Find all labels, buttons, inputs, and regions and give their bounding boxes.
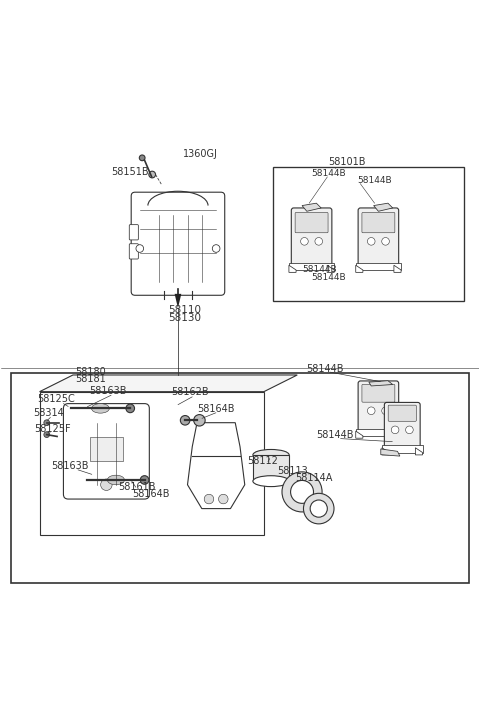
Text: 58314: 58314 xyxy=(34,407,64,418)
Text: 58125C: 58125C xyxy=(37,395,75,404)
Polygon shape xyxy=(381,449,400,456)
Text: 58144B: 58144B xyxy=(316,431,354,440)
Circle shape xyxy=(367,407,375,414)
Text: 58113: 58113 xyxy=(277,466,308,476)
FancyBboxPatch shape xyxy=(358,208,399,265)
Circle shape xyxy=(212,245,220,252)
Text: 58144B: 58144B xyxy=(302,265,336,274)
Text: 58163B: 58163B xyxy=(90,386,127,396)
Circle shape xyxy=(44,432,49,438)
Ellipse shape xyxy=(253,450,289,460)
Circle shape xyxy=(136,245,144,252)
Circle shape xyxy=(44,420,49,426)
Polygon shape xyxy=(394,431,401,438)
Ellipse shape xyxy=(253,476,289,486)
Circle shape xyxy=(204,494,214,504)
Text: 58151B: 58151B xyxy=(111,167,149,177)
Text: 58114A: 58114A xyxy=(295,474,332,484)
Bar xyxy=(274,168,464,301)
Text: 58163B: 58163B xyxy=(51,461,89,471)
Polygon shape xyxy=(373,203,393,211)
Polygon shape xyxy=(394,265,401,272)
Bar xyxy=(90,437,123,461)
Bar xyxy=(289,263,334,270)
Text: 58144B: 58144B xyxy=(312,272,346,281)
Polygon shape xyxy=(289,265,296,272)
FancyBboxPatch shape xyxy=(362,385,395,402)
Text: 58125F: 58125F xyxy=(34,424,71,434)
Text: 58144B: 58144B xyxy=(357,175,392,185)
Polygon shape xyxy=(302,203,321,211)
FancyBboxPatch shape xyxy=(63,404,149,499)
Text: 58164B: 58164B xyxy=(197,404,235,414)
Circle shape xyxy=(391,426,399,433)
Circle shape xyxy=(140,476,149,484)
Bar xyxy=(253,455,289,481)
Circle shape xyxy=(101,479,112,491)
Text: 58162B: 58162B xyxy=(171,387,208,397)
Circle shape xyxy=(382,407,389,414)
Polygon shape xyxy=(188,423,245,508)
Circle shape xyxy=(139,155,145,160)
Polygon shape xyxy=(382,448,389,455)
Circle shape xyxy=(126,404,134,413)
Polygon shape xyxy=(39,375,297,392)
Circle shape xyxy=(406,426,413,433)
Circle shape xyxy=(149,171,156,178)
Text: 58130: 58130 xyxy=(168,313,202,323)
Polygon shape xyxy=(356,265,363,272)
Text: 58110: 58110 xyxy=(168,305,202,315)
Ellipse shape xyxy=(92,404,109,413)
Circle shape xyxy=(382,238,389,245)
Circle shape xyxy=(303,493,334,524)
Circle shape xyxy=(367,238,375,245)
Bar xyxy=(39,392,264,534)
FancyBboxPatch shape xyxy=(358,381,399,431)
Ellipse shape xyxy=(108,475,124,485)
FancyBboxPatch shape xyxy=(129,244,138,259)
Text: 58101B: 58101B xyxy=(328,157,366,167)
Circle shape xyxy=(315,238,323,245)
Text: 58181: 58181 xyxy=(75,374,106,384)
FancyBboxPatch shape xyxy=(291,208,332,265)
Bar xyxy=(382,445,422,452)
Circle shape xyxy=(180,416,190,425)
FancyBboxPatch shape xyxy=(388,405,416,421)
Text: 58180: 58180 xyxy=(75,367,106,377)
Circle shape xyxy=(290,481,313,503)
Bar xyxy=(356,263,401,270)
Polygon shape xyxy=(369,380,393,386)
Polygon shape xyxy=(175,294,181,308)
FancyBboxPatch shape xyxy=(384,402,420,448)
Polygon shape xyxy=(356,431,363,438)
Circle shape xyxy=(218,494,228,504)
Text: 58144B: 58144B xyxy=(306,363,343,373)
Bar xyxy=(11,373,469,583)
Circle shape xyxy=(310,500,327,518)
FancyBboxPatch shape xyxy=(131,192,225,296)
FancyBboxPatch shape xyxy=(129,225,138,240)
Text: 58144B: 58144B xyxy=(312,169,346,178)
Text: 58161B: 58161B xyxy=(118,481,156,491)
Text: 58112: 58112 xyxy=(248,456,278,466)
FancyBboxPatch shape xyxy=(362,213,395,233)
Polygon shape xyxy=(415,448,422,455)
Circle shape xyxy=(282,472,322,512)
Text: 1360GJ: 1360GJ xyxy=(183,149,217,159)
Polygon shape xyxy=(327,265,334,272)
Circle shape xyxy=(194,414,205,426)
Circle shape xyxy=(300,238,308,245)
Bar xyxy=(356,428,401,436)
Text: 58164B: 58164B xyxy=(132,489,170,498)
FancyBboxPatch shape xyxy=(295,213,328,233)
